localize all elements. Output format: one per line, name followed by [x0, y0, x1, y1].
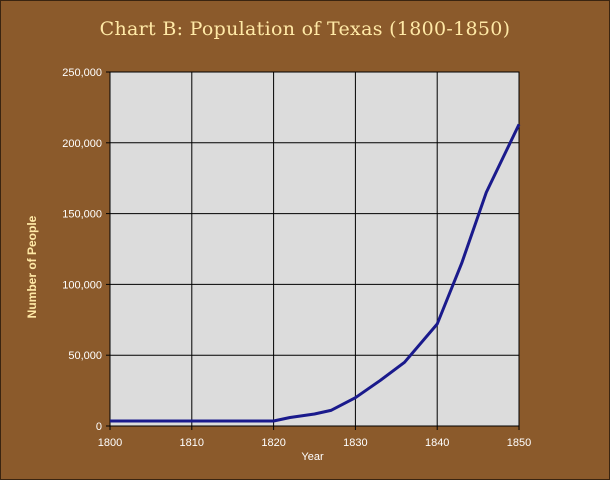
- series-layer: [110, 123, 521, 423]
- x-tick-label: 1840: [425, 437, 449, 449]
- chart-title: Chart B: Population of Texas (1800-1850): [99, 18, 511, 40]
- x-axis-label: Year: [301, 451, 324, 463]
- y-tick-label: 50,000: [68, 350, 102, 362]
- y-tick-label: 150,000: [62, 209, 102, 221]
- x-tick-label: 1850: [507, 437, 531, 449]
- x-tick-label: 1800: [98, 437, 122, 449]
- x-tick-label: 1820: [261, 437, 285, 449]
- y-tick-label: 200,000: [62, 138, 102, 150]
- gridlines: [109, 71, 520, 427]
- y-axis-ticks: 0 50,000 100,000 150,000 200,000 250,000: [62, 67, 110, 433]
- y-tick-label: 100,000: [62, 279, 102, 291]
- x-tick-label: 1810: [180, 437, 204, 449]
- plot-area: [109, 71, 520, 427]
- x-tick-label: 1830: [343, 437, 367, 449]
- x-axis-ticks: 1800 1810 1820 1830 1840 1850: [98, 426, 531, 449]
- population-line: [110, 123, 521, 423]
- y-axis-label: Number of People: [25, 215, 39, 318]
- y-tick-label: 250,000: [62, 67, 102, 79]
- y-tick-label: 0: [96, 421, 102, 433]
